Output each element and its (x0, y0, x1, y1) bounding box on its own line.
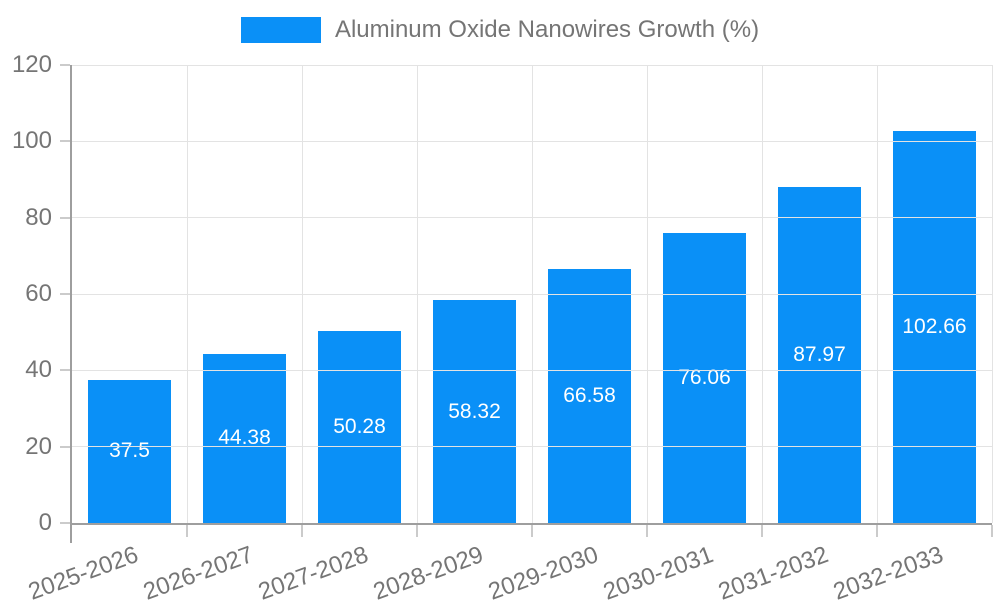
bar[interactable]: 87.97 (778, 187, 861, 523)
v-gridline (761, 65, 763, 523)
v-gridline (531, 65, 533, 523)
bar-value-label: 87.97 (793, 343, 846, 367)
plot-area: 37.5 44.38 50.28 58.32 66.58 76.06 87.97 102.66 (72, 65, 992, 523)
bar-value-label: 44.38 (218, 426, 271, 450)
x-tick-mark (646, 525, 648, 537)
x-tick-mark (991, 525, 993, 537)
bar-value-label: 50.28 (333, 415, 386, 439)
bar[interactable]: 102.66 (893, 131, 976, 523)
x-tick-label: 2032-2033 (829, 541, 947, 600)
y-axis-line (70, 65, 72, 543)
y-tick-label: 20 (25, 432, 52, 460)
chart-legend[interactable]: Aluminum Oxide Nanowires Growth (%) (0, 16, 1000, 44)
legend-swatch (240, 17, 321, 43)
bar-value-label: 102.66 (902, 315, 967, 339)
bar-value-label: 76.06 (678, 365, 731, 389)
x-tick-label: 2026-2027 (139, 541, 257, 600)
v-gridline (991, 65, 993, 523)
v-gridline (416, 65, 418, 523)
v-gridline (186, 65, 188, 523)
y-tick-mark (60, 522, 70, 524)
x-tick-mark (531, 525, 533, 537)
y-tick-mark (60, 369, 70, 372)
y-tick-label: 80 (25, 203, 52, 231)
y-tick-label: 120 (11, 51, 52, 78)
bar[interactable]: 37.5 (88, 379, 171, 523)
x-tick-mark (301, 525, 303, 537)
x-tick-label: 2025-2026 (24, 541, 142, 600)
x-tick-mark (761, 525, 763, 537)
bar[interactable]: 66.58 (548, 268, 631, 523)
y-tick-mark (60, 64, 70, 66)
bar-value-label: 58.32 (448, 399, 501, 423)
y-tick-mark (60, 445, 70, 448)
y-tick-label: 100 (11, 127, 52, 155)
bar[interactable]: 58.32 (433, 300, 516, 523)
x-tick-label: 2028-2029 (369, 541, 487, 600)
v-gridline (646, 65, 648, 523)
x-tick-mark (416, 525, 418, 537)
x-axis-line (70, 523, 992, 525)
y-tick-label: 0 (38, 509, 52, 536)
bar[interactable]: 44.38 (203, 353, 286, 523)
y-tick-label: 40 (25, 356, 52, 384)
x-tick-mark (876, 525, 878, 537)
bar-value-label: 37.5 (109, 439, 150, 463)
bar[interactable]: 76.06 (663, 232, 746, 523)
x-tick-mark (186, 525, 188, 537)
legend-label: Aluminum Oxide Nanowires Growth (%) (334, 16, 760, 43)
y-tick-label: 60 (25, 280, 52, 307)
bar[interactable]: 50.28 (318, 331, 401, 523)
x-tick-label: 2030-2031 (599, 541, 717, 600)
v-gridline (301, 65, 303, 523)
y-tick-mark (60, 216, 70, 219)
x-tick-label: 2031-2032 (714, 541, 832, 600)
bar-value-label: 66.58 (563, 383, 616, 407)
x-tick-label: 2027-2028 (254, 541, 372, 600)
x-tick-label: 2029-2030 (484, 541, 602, 600)
y-tick-mark (60, 140, 70, 143)
y-tick-mark (60, 293, 70, 295)
v-gridline (876, 65, 878, 523)
